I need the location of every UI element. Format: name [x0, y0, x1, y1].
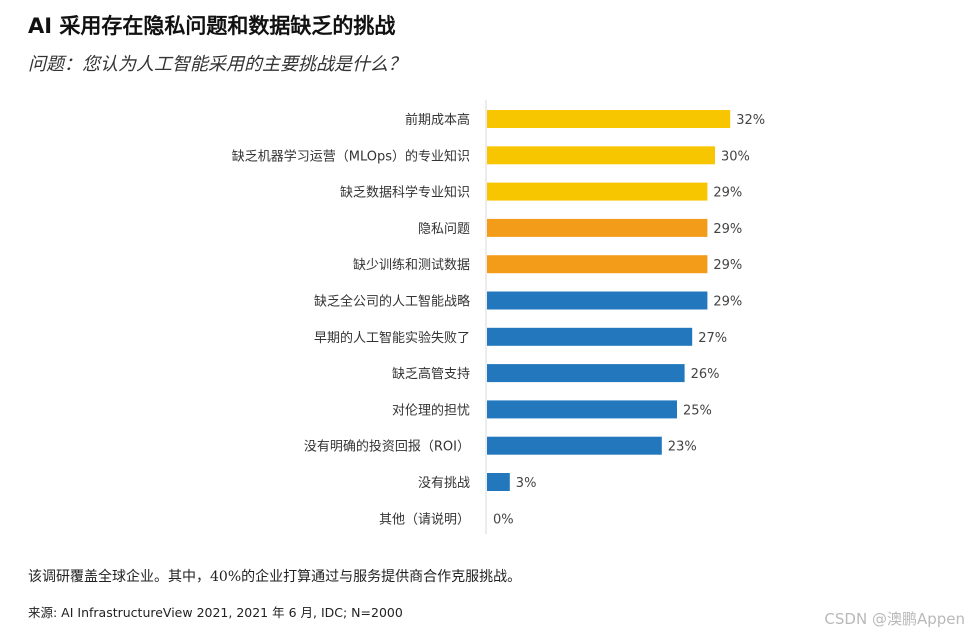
value-label: 30%: [721, 149, 750, 164]
bar-chart: 前期成本高 32% 缺乏机器学习运营（MLOps）的专业知识 30% 缺乏数据科学专业知…: [232, 100, 765, 535]
bar: [487, 291, 708, 310]
survey-note: 该调研覆盖全球企业。其中，40%的企业打算通过与服务提供商合作克服挑战。: [28, 569, 522, 585]
bar: [487, 473, 510, 491]
bar: [487, 436, 662, 455]
chart-subtitle: 问题：您认为人工智能采用的主要挑战是什么？: [28, 54, 406, 75]
category-label: 没有明确的投资回报（ROI）: [304, 439, 470, 455]
category-label: 早期的人工智能实验失败了: [314, 330, 470, 346]
bar: [487, 110, 731, 128]
category-label: 前期成本高: [405, 112, 470, 128]
watermark: CSDN @澳鹏Appen: [824, 610, 965, 628]
category-label: 对伦理的担忧: [392, 402, 470, 418]
category-label: 缺乏机器学习运营（MLOps）的专业知识: [232, 148, 470, 164]
category-label: 隐私问题: [418, 222, 470, 237]
value-label: 0%: [493, 512, 514, 527]
value-label: 32%: [736, 113, 765, 128]
value-label: 29%: [713, 258, 742, 273]
category-label: 缺乏数据科学专业知识: [340, 185, 470, 201]
category-label: 没有挑战: [418, 476, 470, 491]
category-label: 缺乏高管支持: [392, 366, 470, 382]
bar: [487, 327, 693, 346]
value-label: 23%: [668, 440, 697, 455]
value-label: 26%: [691, 367, 720, 382]
value-label: 29%: [713, 222, 742, 237]
bar: [487, 400, 677, 419]
value-label: 25%: [683, 403, 712, 418]
value-label: 29%: [713, 186, 742, 201]
value-label: 3%: [516, 476, 537, 491]
source-citation: 来源: AI InfrastructureView 2021, 2021 年 6…: [28, 605, 403, 620]
chart-title: AI 采用存在隐私问题和数据缺乏的挑战: [28, 14, 396, 38]
bar: [487, 182, 708, 201]
bar: [487, 146, 715, 165]
bar: [487, 364, 685, 383]
bar: [487, 218, 708, 237]
category-label: 其他（请说明）: [379, 512, 470, 527]
bar: [487, 255, 708, 274]
category-label: 缺乏全公司的人工智能战略: [314, 294, 470, 310]
value-label: 27%: [698, 331, 727, 346]
category-label: 缺少训练和测试数据: [353, 258, 470, 273]
value-label: 29%: [713, 295, 742, 310]
